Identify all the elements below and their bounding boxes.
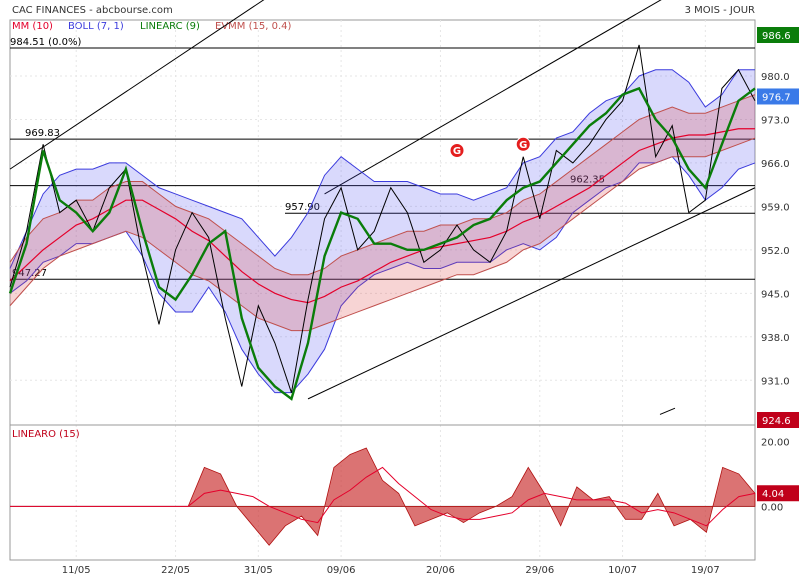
evmm-upper-line xyxy=(9,94,756,276)
x-tick-label: 20/06 xyxy=(426,565,455,576)
price-level-label: 957.90 xyxy=(285,202,320,213)
legend-item-evmm: EVMM (15, 0.4) xyxy=(215,21,291,32)
x-tick-label: 19/07 xyxy=(691,565,720,576)
linearo-area xyxy=(10,447,756,546)
y-tick-label: 945.0 xyxy=(761,289,790,300)
linearc-line xyxy=(8,86,756,401)
legend-item-boll: BOLL (7, 1) xyxy=(68,21,124,32)
signal-marker xyxy=(515,136,531,152)
value-badge-label: 924.6 xyxy=(762,416,791,427)
y-tick-label: 966.0 xyxy=(761,159,790,170)
evmm-band xyxy=(10,94,755,331)
y-tick-label: 931.0 xyxy=(761,376,790,387)
y-tick-label: 938.0 xyxy=(761,333,790,344)
legend: MM (10) BOLL (7, 1) LINEARC (9) EVMM (15… xyxy=(12,21,291,32)
y-tick-label: 952.0 xyxy=(761,246,790,257)
chart-title: CAC FINANCES - abcbourse.com xyxy=(12,5,173,16)
trendline-lower xyxy=(307,187,756,400)
value-badge xyxy=(757,27,799,43)
signal-marker-label: G xyxy=(453,146,461,157)
indicator-y-tick-label: 20.00 xyxy=(761,437,790,448)
value-badge xyxy=(757,412,799,428)
boll-lower-line xyxy=(9,156,756,394)
linearo-signal-line xyxy=(10,466,756,527)
signal-marker xyxy=(449,143,465,158)
x-tick-label: 11/05 xyxy=(62,565,91,576)
indicator-panel: 0.00 20.00 4.04 xyxy=(9,424,799,561)
y-tick-label: 973.0 xyxy=(761,115,790,126)
x-tick-label: 31/05 xyxy=(244,565,273,576)
legend-item-mm: MM (10) xyxy=(12,21,53,32)
signal-marker-label: G xyxy=(519,140,527,151)
x-tick-label: 09/06 xyxy=(327,565,356,576)
chart-period: 3 MOIS - JOUR xyxy=(685,5,755,16)
price-level-label: 962.35 xyxy=(570,175,605,186)
boll-upper-line xyxy=(9,69,755,269)
value-badge-label: 986.6 xyxy=(762,31,791,42)
x-tick-label: 29/06 xyxy=(525,565,554,576)
legend-item-linearc: LINEARC (9) xyxy=(140,21,200,32)
value-badge xyxy=(757,88,799,105)
value-badge-label: 976.7 xyxy=(762,92,791,103)
evmm-lower-line xyxy=(9,137,756,332)
price-level-label: 984.51 (0.0%) xyxy=(10,37,81,48)
y-tick-label: 959.0 xyxy=(761,202,790,213)
x-tick-label: 10/07 xyxy=(608,565,637,576)
trendline-upper xyxy=(324,0,662,195)
indicator-value-badge xyxy=(757,485,799,502)
x-tick-label: 22/05 xyxy=(161,565,190,576)
indicator-frame xyxy=(9,424,756,561)
price-level-label: 969.83 xyxy=(25,128,60,139)
indicator-y-tick-label: 0.00 xyxy=(761,502,783,513)
price-panel: 11/05 22/05 31/05 09/06 20/06 29/06 10/07 19/07… xyxy=(8,0,799,576)
indicator-value-badge-label: 4.04 xyxy=(762,489,784,500)
indicator-title: LINEARO (15) xyxy=(12,429,80,440)
y-tick-label: 980.0 xyxy=(761,72,790,83)
trendline-fragment xyxy=(659,407,676,415)
trendline-upper-left xyxy=(9,0,265,170)
close-line xyxy=(9,44,756,393)
price-level-label: 947.27 xyxy=(12,268,47,279)
